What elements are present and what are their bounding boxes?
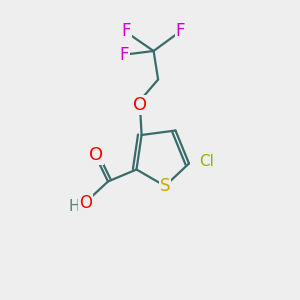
Text: O: O <box>89 146 103 164</box>
Text: F: F <box>176 22 185 40</box>
Text: F: F <box>119 46 129 64</box>
Text: F: F <box>121 22 131 40</box>
Text: O: O <box>133 96 147 114</box>
Text: O: O <box>79 194 92 211</box>
Text: H: H <box>69 199 80 214</box>
Text: S: S <box>160 177 170 195</box>
Text: Cl: Cl <box>200 154 214 169</box>
